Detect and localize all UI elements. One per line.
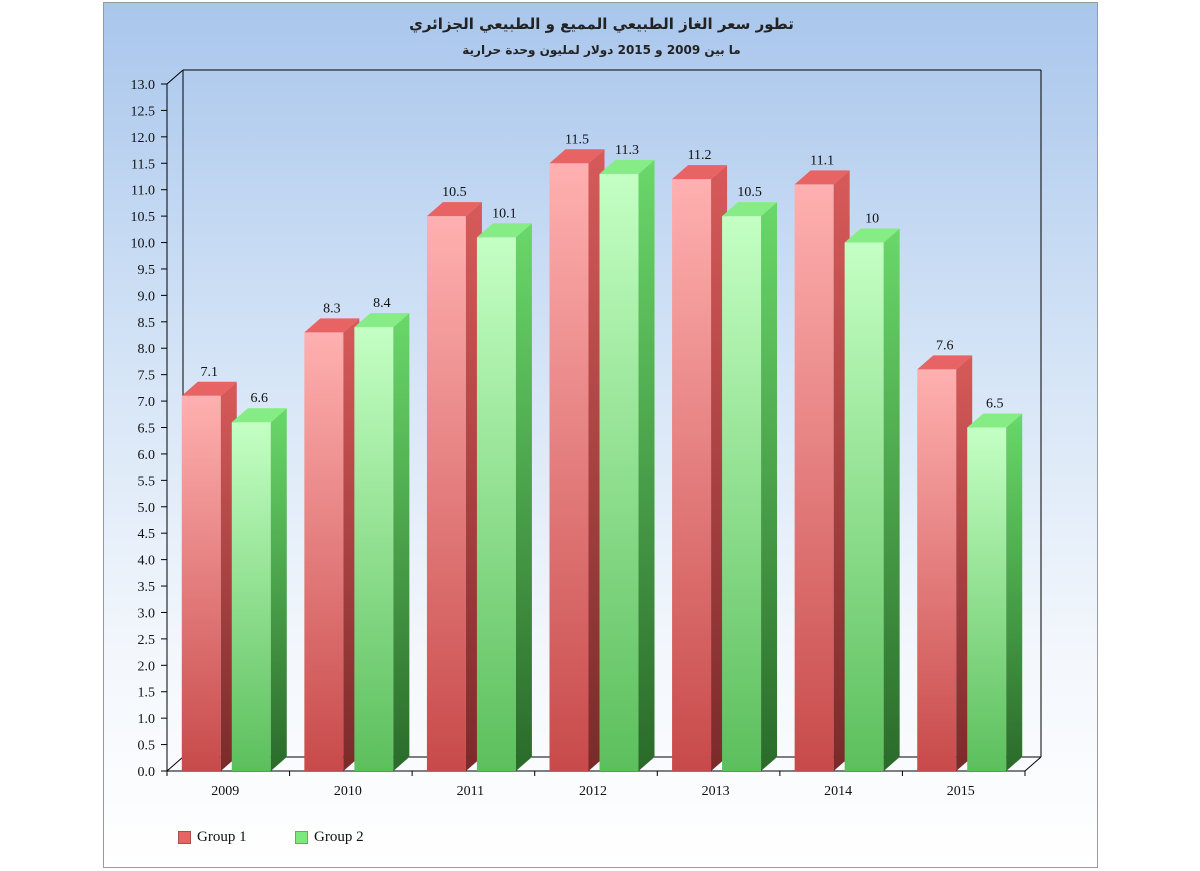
- data-label: 7.6: [936, 338, 954, 353]
- y-tick-label: 2.0: [138, 659, 156, 674]
- data-label: 10.5: [442, 185, 467, 200]
- y-tick-label: 0.5: [138, 739, 156, 754]
- bar-top: [599, 159, 655, 174]
- data-label: 10.5: [737, 185, 762, 200]
- y-tick-label: 10.5: [131, 210, 156, 225]
- y-tick-label: 1.0: [138, 712, 156, 727]
- data-label: 11.1: [810, 153, 834, 168]
- bar-front: [967, 427, 1007, 771]
- y-tick-label: 7.0: [138, 395, 156, 410]
- y-tick-label: 3.5: [138, 580, 156, 595]
- y-tick-label: 4.0: [138, 554, 156, 569]
- bar-side: [883, 228, 900, 772]
- bar-top: [967, 413, 1023, 428]
- y-tick-label: 10.0: [131, 237, 156, 252]
- y-tick-label: 11.0: [131, 184, 155, 199]
- bar-top: [181, 381, 237, 396]
- data-label: 8.3: [323, 301, 341, 316]
- x-tick-label: 2011: [457, 784, 484, 799]
- bar-front: [794, 184, 834, 771]
- y-axis-line: [166, 69, 184, 771]
- x-tick-label: 2013: [702, 784, 730, 799]
- bar-top: [426, 202, 482, 217]
- bar-front: [476, 237, 516, 771]
- y-tick-label: 13.0: [131, 78, 156, 93]
- data-label: 11.2: [688, 148, 712, 163]
- labels-group: 7.1 6.6 2009 8.3 8.4 2010 10.5 10.1 2011 11.5 11.3…: [201, 132, 1004, 799]
- y-tick-label: 12.5: [131, 104, 156, 119]
- legend-label-group-1: Group 1: [197, 829, 247, 845]
- x-tick-label: 2012: [579, 784, 607, 799]
- data-label: 7.1: [201, 365, 219, 380]
- bar-top: [354, 313, 410, 328]
- bar-side: [515, 223, 532, 771]
- floor-left-line: [166, 756, 184, 772]
- y-tick-label: 7.5: [138, 369, 156, 384]
- bar-front: [354, 327, 394, 771]
- y-tick-label: 9.0: [138, 289, 156, 304]
- bar-top: [794, 170, 850, 185]
- bar-top: [844, 228, 900, 243]
- y-tick-label: 6.0: [138, 448, 156, 463]
- bar-side: [761, 202, 778, 772]
- bar-front: [599, 173, 639, 772]
- bar-top: [231, 408, 287, 423]
- bar-top: [476, 223, 532, 238]
- y-tick-label: 1.5: [138, 686, 156, 701]
- bar-top: [722, 202, 778, 217]
- legend-label-group-2: Group 2: [314, 829, 364, 845]
- y-tick-label: 4.5: [138, 527, 156, 542]
- data-label: 11.3: [615, 143, 639, 158]
- x-tick-label: 2010: [334, 784, 362, 799]
- data-label: 11.5: [565, 132, 589, 147]
- y-tick-label: 9.5: [138, 263, 156, 278]
- y-tick-label: 11.5: [131, 157, 155, 172]
- data-label: 6.5: [986, 397, 1004, 412]
- legend-item-group-1: Group 1: [178, 829, 247, 846]
- bar-top: [549, 149, 605, 164]
- bar-side: [1006, 413, 1023, 771]
- bar-front: [549, 163, 589, 771]
- bar-front: [181, 395, 221, 771]
- legend-swatch-group-1: [178, 831, 191, 844]
- bar-side: [270, 408, 287, 771]
- y-tick-label: 5.5: [138, 474, 156, 489]
- data-label: 10.1: [492, 206, 517, 221]
- bar-top: [304, 318, 360, 333]
- y-tick-label: 0.0: [138, 765, 156, 780]
- bars-group: [181, 149, 1023, 772]
- data-label: 8.4: [373, 296, 391, 311]
- legend-item-group-2: Group 2: [295, 829, 364, 846]
- x-tick-label: 2009: [211, 784, 239, 799]
- floor-right-line: [1024, 756, 1042, 772]
- bar-front: [672, 179, 712, 772]
- legend-swatch-group-2: [295, 831, 308, 844]
- bar-front: [231, 422, 271, 771]
- bar-side: [638, 159, 655, 772]
- bar-top: [672, 165, 728, 180]
- bar-front: [304, 332, 344, 771]
- y-tick-label: 8.5: [138, 316, 156, 331]
- y-tick-label: 6.5: [138, 422, 156, 437]
- y-tick-label: 3.0: [138, 606, 156, 621]
- y-tick-label: 8.0: [138, 342, 156, 357]
- chart-subtitle: ما بين 2009 و 2015 دولار لمليون وحدة حرا…: [462, 43, 741, 57]
- bar-front: [722, 216, 762, 772]
- y-tick-label: 12.0: [131, 131, 156, 146]
- bar-front: [917, 369, 957, 771]
- y-tick-label: 5.0: [138, 501, 156, 516]
- data-label: 10: [865, 212, 879, 227]
- bar-front: [426, 216, 466, 772]
- bar-top: [917, 355, 973, 370]
- x-tick-label: 2014: [824, 784, 852, 799]
- chart-title: تطور سعر الغاز الطبيعي المميع و الطبيعي …: [409, 15, 794, 33]
- bar-front: [844, 242, 884, 772]
- data-label: 6.6: [251, 391, 269, 406]
- bar-side: [393, 313, 410, 771]
- y-tick-label: 2.5: [138, 633, 156, 648]
- x-tick-label: 2015: [947, 784, 975, 799]
